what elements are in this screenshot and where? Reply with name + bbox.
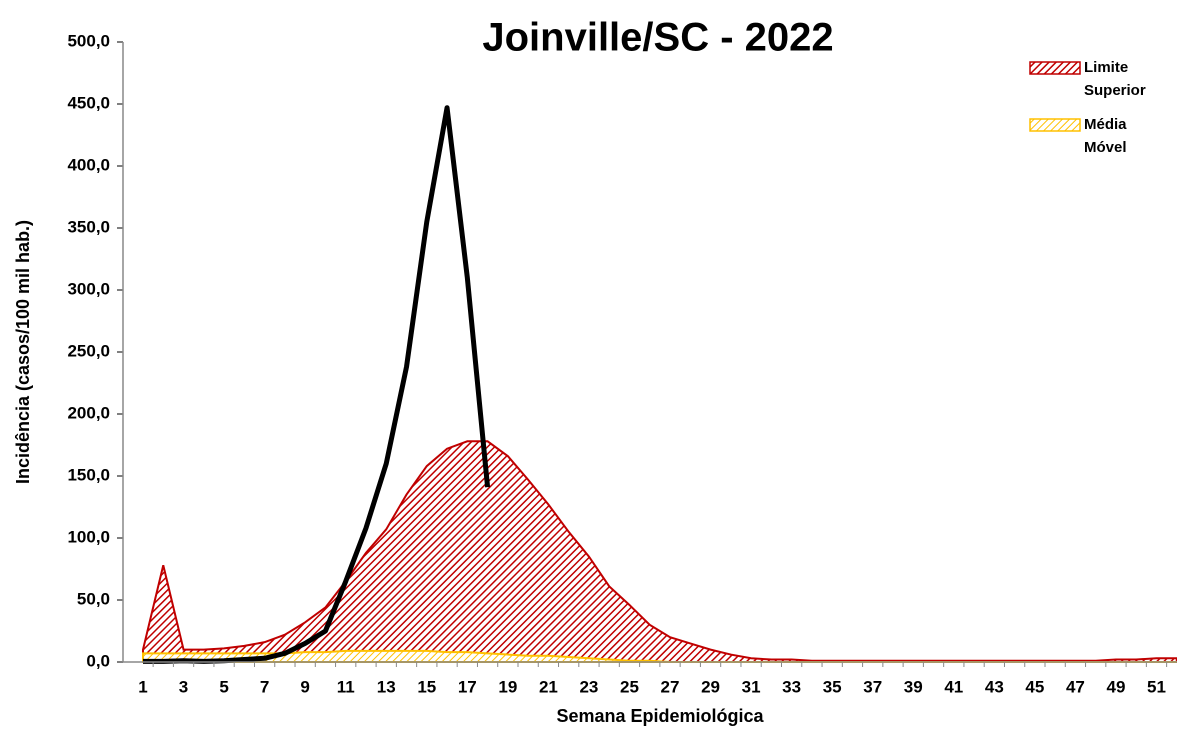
y-tick-label: 450,0 bbox=[67, 93, 110, 112]
legend-label: Limite Superior bbox=[1084, 59, 1146, 99]
x-tick-label: 49 bbox=[1106, 677, 1125, 696]
legend-label: Média Móvel bbox=[1084, 116, 1131, 156]
x-tick-label: 7 bbox=[260, 677, 269, 696]
x-tick-label: 15 bbox=[417, 677, 436, 696]
legend-swatch bbox=[1029, 118, 1081, 132]
x-tick-label: 21 bbox=[539, 677, 558, 696]
y-tick-label: 500,0 bbox=[67, 31, 110, 50]
y-tick-label: 0,0 bbox=[86, 651, 110, 670]
x-tick-label: 1 bbox=[138, 677, 147, 696]
x-tick-label: 45 bbox=[1025, 677, 1044, 696]
y-tick-label: 200,0 bbox=[67, 403, 110, 422]
x-tick-label: 19 bbox=[498, 677, 517, 696]
x-tick-label: 41 bbox=[944, 677, 963, 696]
y-axis-label: Incidência (casos/100 mil hab.) bbox=[13, 220, 33, 484]
x-tick-label: 25 bbox=[620, 677, 639, 696]
x-tick-label: 33 bbox=[782, 677, 801, 696]
x-tick-label: 51 bbox=[1147, 677, 1166, 696]
y-tick-label: 250,0 bbox=[67, 341, 110, 360]
x-tick-label: 47 bbox=[1066, 677, 1085, 696]
x-tick-label: 11 bbox=[337, 677, 355, 696]
x-tick-label: 29 bbox=[701, 677, 720, 696]
x-tick-label: 9 bbox=[300, 677, 309, 696]
x-tick-label: 43 bbox=[985, 677, 1004, 696]
x-tick-label: 31 bbox=[742, 677, 761, 696]
area bbox=[142, 440, 1177, 663]
x-tick-label: 35 bbox=[823, 677, 842, 696]
x-tick-label: 3 bbox=[179, 677, 188, 696]
y-tick-label: 350,0 bbox=[67, 217, 110, 236]
x-tick-label: 13 bbox=[377, 677, 396, 696]
x-tick-label: 27 bbox=[661, 677, 680, 696]
y-tick-label: 50,0 bbox=[77, 589, 110, 608]
y-tick-label: 150,0 bbox=[67, 465, 110, 484]
y-tick-label: 300,0 bbox=[67, 279, 110, 298]
chart-title: Joinville/SC - 2022 bbox=[482, 16, 833, 60]
y-tick-label: 400,0 bbox=[67, 155, 110, 174]
x-tick-label: 23 bbox=[579, 677, 598, 696]
y-tick-label: 100,0 bbox=[67, 527, 110, 546]
x-tick-label: 17 bbox=[458, 677, 477, 696]
x-tick-label: 39 bbox=[904, 677, 923, 696]
x-tick-label: 37 bbox=[863, 677, 882, 696]
x-tick-label: 5 bbox=[219, 677, 228, 696]
x-axis-label: Semana Epidemiológica bbox=[556, 706, 764, 726]
legend-swatch bbox=[1029, 61, 1081, 75]
